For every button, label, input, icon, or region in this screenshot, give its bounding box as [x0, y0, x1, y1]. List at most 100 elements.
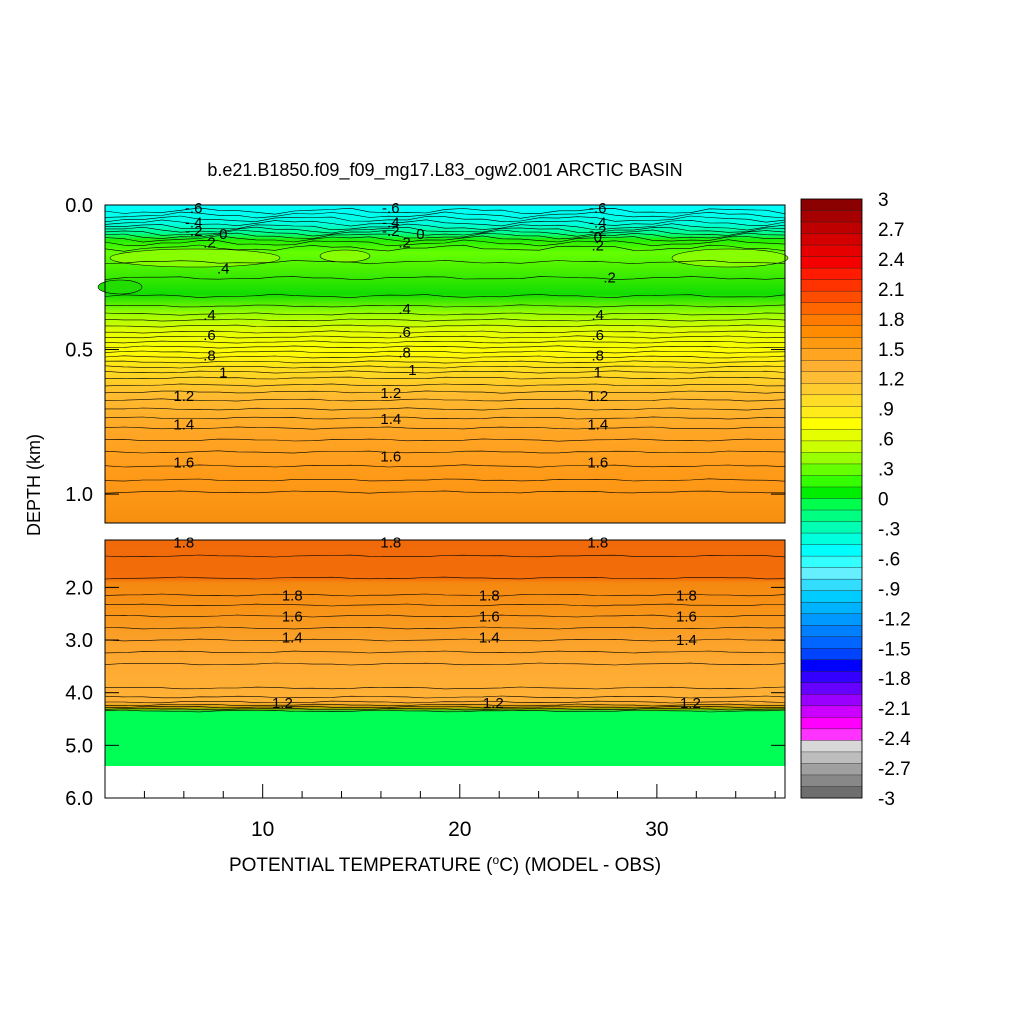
- y-tick-label: 0.0: [65, 195, 93, 217]
- colorbar-label: 1.2: [878, 370, 904, 391]
- upper-contour-line: [104, 376, 786, 380]
- upper-contour-line: [104, 490, 785, 494]
- upper-panel: -.6-.4-.2 0.2.4-.6-.4-.2 0.2-.6-.4-.20.2.2…: [65, 195, 789, 524]
- contour-label: 1.4: [380, 411, 401, 428]
- upper-contour-line: [105, 330, 785, 334]
- contour-label: .6: [203, 327, 216, 344]
- contour-label: 1.2: [173, 388, 194, 405]
- upper-contour-line: [105, 223, 786, 231]
- contour-label: -.2: [185, 223, 203, 240]
- contour-label: .4: [217, 261, 230, 278]
- colorbar-swatch: [800, 740, 863, 753]
- y-tick-label: 2.0: [65, 577, 93, 599]
- x-axis-label-main: POTENTIAL TEMPERATURE (: [229, 855, 493, 876]
- contour-label: .2: [603, 269, 616, 286]
- contour-label: 1: [219, 365, 227, 382]
- colorbar-label: 1.5: [878, 340, 904, 361]
- y-tick-label: 6.0: [65, 788, 93, 810]
- colorbar-swatch: [800, 682, 863, 695]
- colorbar-swatch: [800, 532, 863, 546]
- x-tick-label: 20: [448, 818, 471, 841]
- lower-contour-line: [104, 650, 786, 654]
- contour-label: -.2: [382, 223, 400, 240]
- contour-label: .8: [203, 347, 216, 364]
- colorbar-label: -.6: [878, 549, 900, 570]
- contour-label: 1.2: [483, 695, 504, 712]
- colorbar-frame: [800, 198, 863, 799]
- y-tick-label: 1.0: [65, 484, 93, 506]
- contour-label: .2: [203, 235, 216, 252]
- colorbar: [800, 198, 863, 799]
- colorbar-swatch: [800, 313, 863, 327]
- lower-contour-line: [104, 576, 786, 580]
- upper-y-axis: 0.0 0.5 1.0: [65, 195, 785, 506]
- upper-contour-line: [105, 407, 786, 411]
- upper-contour-line: [104, 383, 786, 387]
- x-axis-label-superscript: o: [493, 853, 500, 867]
- colorbar-swatch: [800, 267, 863, 281]
- colorbar-swatch: [800, 498, 863, 511]
- colorbar-label: -2.7: [878, 759, 911, 780]
- upper-contour-line: [104, 355, 786, 359]
- lower-contour-line: [104, 707, 786, 711]
- contour-label: .6: [398, 324, 411, 341]
- colorbar-swatch: [800, 325, 863, 338]
- upper-contour-line: [104, 450, 786, 454]
- colorbar-swatch: [800, 509, 863, 523]
- contour-label: 1.8: [479, 587, 500, 604]
- colorbar-swatch: [800, 601, 863, 615]
- contour-label: -.4: [589, 214, 607, 231]
- colorbar-swatch: [800, 705, 863, 718]
- lower-contour-lines: [104, 554, 786, 713]
- colorbar-swatch: [800, 221, 863, 235]
- colorbar-swatch: [800, 417, 863, 430]
- upper-contour-line: [105, 226, 786, 234]
- lower-contour-line: [104, 705, 785, 709]
- lower-panel: 1.8 1.8 1.8 1.8 1.6 1.4 1.8 1.6 1.4 1.8 1.6 1.4 1.2 1…: [65, 535, 786, 841]
- lower-panel-field: [105, 540, 785, 766]
- contour-label: 1.2: [272, 695, 293, 712]
- lower-contour-line: [104, 626, 786, 630]
- contour-label: 1.6: [587, 454, 608, 471]
- upper-contour-line: [104, 219, 786, 227]
- colorbar-swatch: [800, 625, 863, 638]
- contour-label: 1.6: [173, 454, 194, 471]
- colorbar-swatch: [800, 244, 863, 258]
- y-tick-label: 0.5: [65, 340, 93, 362]
- colorbar-swatch: [800, 440, 863, 453]
- upper-contour-line: [104, 350, 786, 354]
- contour-label: 1.6: [479, 608, 500, 625]
- y-axis-label: DEPTH (km): [24, 434, 44, 536]
- colorbar-swatch: [800, 383, 863, 396]
- contour-label: 1.2: [587, 388, 608, 405]
- contour-label: 1.4: [173, 417, 194, 434]
- contour-label: 1.4: [479, 629, 500, 646]
- lower-y-axis: 2.0 3.0 4.0 5.0 6.0: [65, 577, 785, 810]
- upper-contour-blob: [109, 248, 281, 268]
- upper-contour-line: [104, 259, 786, 265]
- upper-contour-line: [104, 438, 786, 442]
- colorbar-swatch: [800, 279, 863, 292]
- lower-contour-labels: 1.8 1.8 1.8 1.8 1.6 1.4 1.8 1.6 1.4 1.8 1.6 1.4 1.2 1…: [173, 535, 700, 713]
- contour-label: 1.4: [587, 417, 608, 434]
- upper-contour-line: [104, 239, 786, 247]
- x-axis: 10 20 30: [143, 784, 776, 841]
- contour-label: 1: [408, 362, 416, 379]
- colorbar-swatch: [800, 256, 863, 269]
- contour-label: 1.6: [282, 608, 303, 625]
- upper-contour-line: [104, 340, 786, 344]
- contour-label: -.2: [589, 223, 607, 240]
- contour-label: 0: [416, 226, 424, 243]
- colorbar-swatch: [800, 578, 863, 592]
- upper-contour-line: [104, 370, 786, 374]
- colorbar-swatch: [800, 394, 863, 407]
- contour-label: 1.8: [676, 587, 697, 604]
- colorbar-swatch: [800, 555, 863, 569]
- colorbar-swatch: [800, 210, 863, 223]
- contour-label: 1.4: [676, 632, 697, 649]
- colorbar-swatch: [800, 360, 863, 373]
- upper-contour-labels: -.6-.4-.2 0.2.4-.6-.4-.2 0.2-.6-.4-.20.2.2…: [173, 200, 616, 471]
- colorbar-swatch: [800, 233, 863, 246]
- contour-label: .4: [591, 307, 604, 324]
- lower-contour-line: [104, 662, 786, 666]
